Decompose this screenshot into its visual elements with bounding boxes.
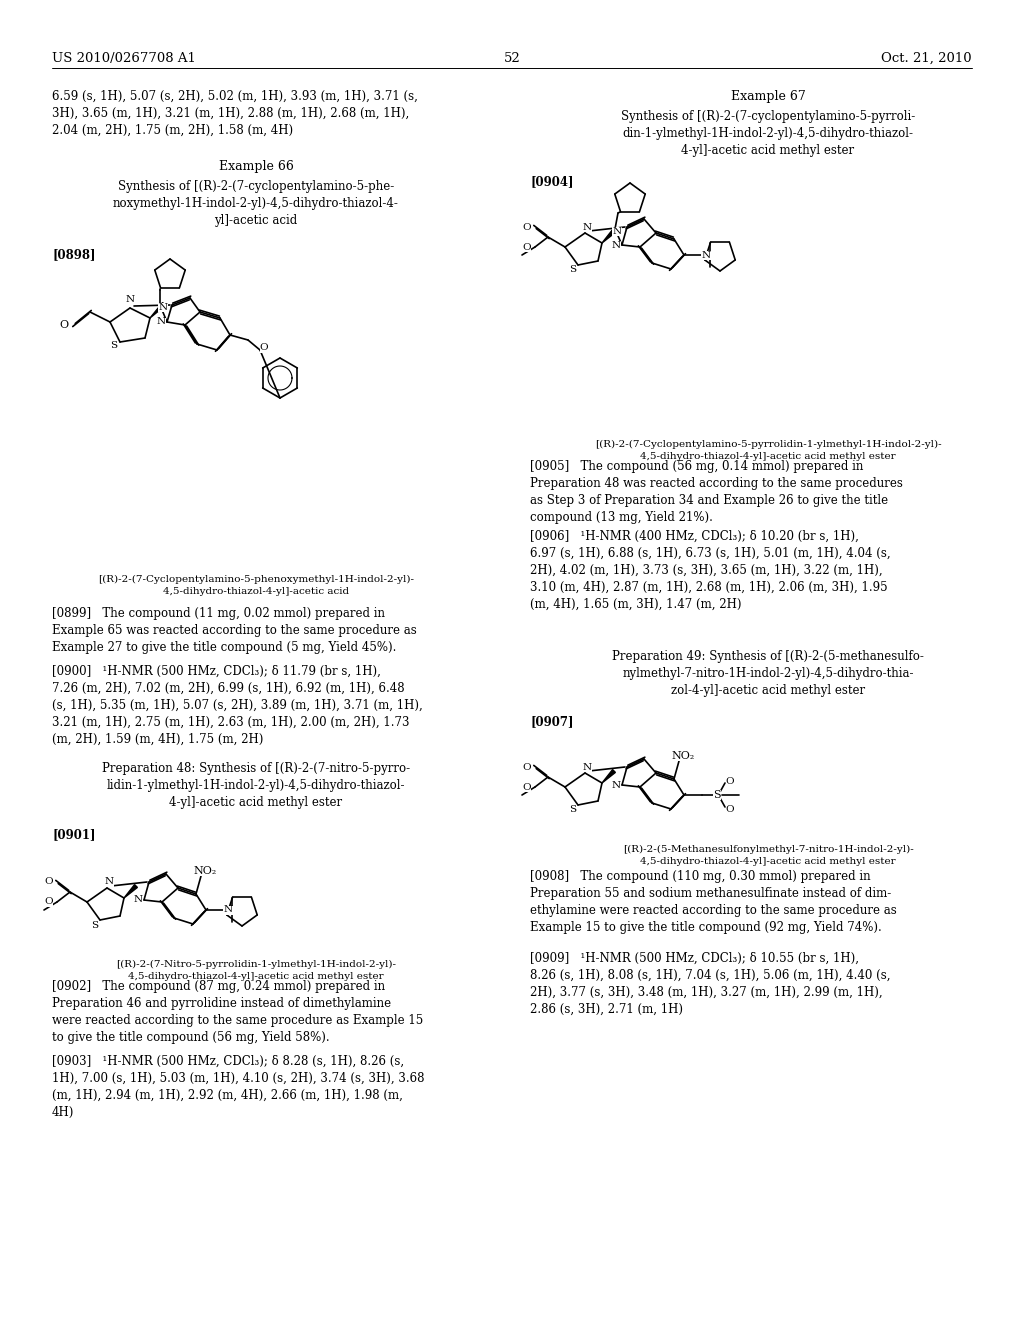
- Text: [(R)-2-(7-Nitro-5-pyrrolidin-1-ylmethyl-1H-indol-2-yl)-
4,5-dihydro-thiazol-4-yl: [(R)-2-(7-Nitro-5-pyrrolidin-1-ylmethyl-…: [116, 960, 396, 981]
- Text: [0904]: [0904]: [530, 176, 573, 187]
- Text: US 2010/0267708 A1: US 2010/0267708 A1: [52, 51, 196, 65]
- Text: N: N: [701, 251, 711, 260]
- Text: Example 66: Example 66: [218, 160, 294, 173]
- Text: O: O: [726, 776, 734, 785]
- Text: [0903]   ¹H-NMR (500 HMz, CDCl₃); δ 8.28 (s, 1H), 8.26 (s,
1H), 7.00 (s, 1H), 5.: [0903] ¹H-NMR (500 HMz, CDCl₃); δ 8.28 (…: [52, 1055, 425, 1119]
- Text: [0907]: [0907]: [530, 715, 573, 729]
- Text: 52: 52: [504, 51, 520, 65]
- Text: [0899]   The compound (11 mg, 0.02 mmol) prepared in
Example 65 was reacted acco: [0899] The compound (11 mg, 0.02 mmol) p…: [52, 607, 417, 653]
- Text: O: O: [45, 878, 53, 887]
- Text: N: N: [612, 227, 622, 235]
- Text: N: N: [159, 302, 168, 312]
- Text: [0898]: [0898]: [52, 248, 95, 261]
- Polygon shape: [124, 884, 137, 898]
- Text: N: N: [611, 240, 621, 249]
- Text: [0902]   The compound (87 mg, 0.24 mmol) prepared in
Preparation 46 and pyrrolid: [0902] The compound (87 mg, 0.24 mmol) p…: [52, 979, 423, 1044]
- Text: N: N: [611, 780, 621, 789]
- Text: N: N: [157, 318, 166, 326]
- Text: 6.59 (s, 1H), 5.07 (s, 2H), 5.02 (m, 1H), 3.93 (m, 1H), 3.71 (s,
3H), 3.65 (m, 1: 6.59 (s, 1H), 5.07 (s, 2H), 5.02 (m, 1H)…: [52, 90, 418, 137]
- Text: [0901]: [0901]: [52, 828, 95, 841]
- Text: O: O: [59, 319, 69, 330]
- Text: N: N: [125, 296, 134, 305]
- Text: Preparation 48: Synthesis of [(R)-2-(7-nitro-5-pyrro-
lidin-1-ylmethyl-1H-indol-: Preparation 48: Synthesis of [(R)-2-(7-n…: [102, 762, 410, 809]
- Text: [0905]   The compound (56 mg, 0.14 mmol) prepared in
Preparation 48 was reacted : [0905] The compound (56 mg, 0.14 mmol) p…: [530, 459, 903, 524]
- Text: [0909]   ¹H-NMR (500 HMz, CDCl₃); δ 10.55 (br s, 1H),
8.26 (s, 1H), 8.08 (s, 1H): [0909] ¹H-NMR (500 HMz, CDCl₃); δ 10.55 …: [530, 952, 891, 1016]
- Text: [0900]   ¹H-NMR (500 HMz, CDCl₃); δ 11.79 (br s, 1H),
7.26 (m, 2H), 7.02 (m, 2H): [0900] ¹H-NMR (500 HMz, CDCl₃); δ 11.79 …: [52, 665, 423, 746]
- Text: [0906]   ¹H-NMR (400 HMz, CDCl₃); δ 10.20 (br s, 1H),
6.97 (s, 1H), 6.88 (s, 1H): [0906] ¹H-NMR (400 HMz, CDCl₃); δ 10.20 …: [530, 531, 891, 611]
- Text: S: S: [111, 342, 118, 351]
- Text: Preparation 49: Synthesis of [(R)-2-(5-methanesulfo-
nylmethyl-7-nitro-1H-indol-: Preparation 49: Synthesis of [(R)-2-(5-m…: [612, 649, 924, 697]
- Text: [(R)-2-(5-Methanesulfonylmethyl-7-nitro-1H-indol-2-yl)-
4,5-dihydro-thiazol-4-yl: [(R)-2-(5-Methanesulfonylmethyl-7-nitro-…: [623, 845, 913, 866]
- Text: Synthesis of [(R)-2-(7-cyclopentylamino-5-pyrroli-
din-1-ylmethyl-1H-indol-2-yl): Synthesis of [(R)-2-(7-cyclopentylamino-…: [621, 110, 915, 157]
- Text: N: N: [583, 223, 592, 231]
- Text: S: S: [713, 789, 721, 800]
- Text: O: O: [726, 804, 734, 813]
- Text: [(R)-2-(7-Cyclopentylamino-5-phenoxymethyl-1H-indol-2-yl)-
4,5-dihydro-thiazol-4: [(R)-2-(7-Cyclopentylamino-5-phenoxymeth…: [98, 576, 414, 595]
- Text: O: O: [45, 898, 53, 907]
- Text: N: N: [104, 878, 114, 887]
- Text: [0908]   The compound (110 mg, 0.30 mmol) prepared in
Preparation 55 and sodium : [0908] The compound (110 mg, 0.30 mmol) …: [530, 870, 897, 935]
- Text: N: N: [133, 895, 142, 904]
- Text: S: S: [91, 920, 98, 929]
- Text: S: S: [569, 805, 577, 814]
- Text: NO₂: NO₂: [672, 751, 694, 762]
- Text: N: N: [583, 763, 592, 771]
- Polygon shape: [602, 230, 615, 243]
- Text: N: N: [223, 906, 232, 915]
- Text: NO₂: NO₂: [194, 866, 217, 876]
- Text: O: O: [522, 243, 531, 252]
- Text: [(R)-2-(7-Cyclopentylamino-5-pyrrolidin-1-ylmethyl-1H-indol-2-yl)-
4,5-dihydro-t: [(R)-2-(7-Cyclopentylamino-5-pyrrolidin-…: [595, 440, 941, 461]
- Text: O: O: [522, 763, 531, 771]
- Text: Oct. 21, 2010: Oct. 21, 2010: [882, 51, 972, 65]
- Text: O: O: [522, 783, 531, 792]
- Text: O: O: [522, 223, 531, 231]
- Text: Synthesis of [(R)-2-(7-cyclopentylamino-5-phe-
noxymethyl-1H-indol-2-yl)-4,5-dih: Synthesis of [(R)-2-(7-cyclopentylamino-…: [113, 180, 399, 227]
- Text: S: S: [569, 265, 577, 275]
- Text: O: O: [260, 343, 268, 352]
- Polygon shape: [602, 770, 615, 783]
- Polygon shape: [150, 302, 166, 318]
- Text: Example 67: Example 67: [731, 90, 805, 103]
